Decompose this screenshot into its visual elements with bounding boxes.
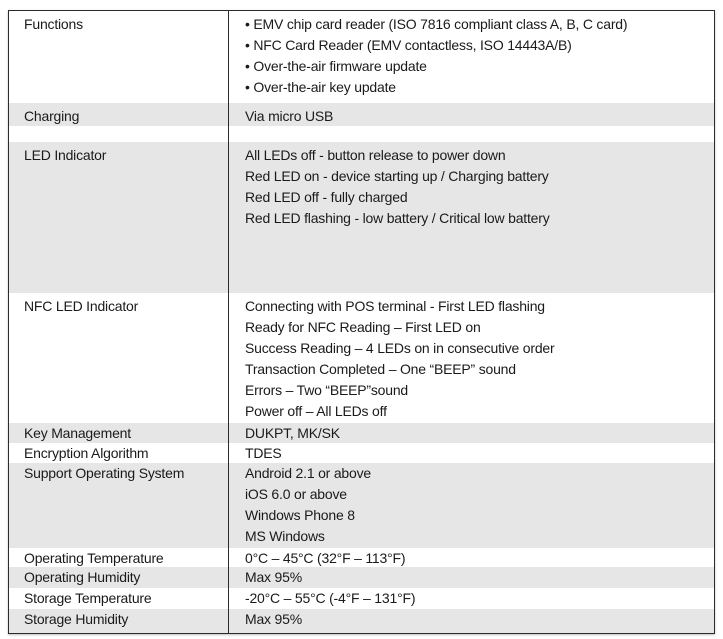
table-row: Operating Humidity Max 95% <box>9 567 714 588</box>
value-line: Ready for NFC Reading – First LED on <box>245 319 481 335</box>
value-line: Connecting with POS terminal - First LED… <box>245 298 545 314</box>
spec-table: Functions • EMV chip card reader (ISO 781… <box>8 10 715 634</box>
value-line: Red LED flashing - low battery / Critica… <box>245 210 550 226</box>
row-value: Max 95% <box>229 567 714 588</box>
value-line: • EMV chip card reader (ISO 7816 complia… <box>245 16 628 32</box>
row-label: Key Management <box>9 423 229 443</box>
value-line: MS Windows <box>245 528 325 544</box>
row-value: -20°C – 55°C (-4°F – 131°F) <box>229 588 714 609</box>
value-line: • Over-the-air key update <box>245 79 396 95</box>
table-row: Operating Temperature 0°C – 45°C (32°F – … <box>9 548 714 567</box>
row-value: TDES <box>229 443 714 463</box>
value-line: iOS 6.0 or above <box>245 486 347 502</box>
value-line: DUKPT, MK/SK <box>245 425 340 441</box>
value-line: 0°C – 45°C (32°F – 113°F) <box>245 550 406 566</box>
row-label: Encryption Algorithm <box>9 443 229 463</box>
value-line: Red LED off - fully charged <box>245 189 408 205</box>
table-row: Storage Temperature -20°C – 55°C (-4°F – … <box>9 588 714 609</box>
row-label: Functions <box>9 11 229 103</box>
value-line: All LEDs off - button release to power d… <box>245 147 506 163</box>
value-line: Via micro USB <box>245 108 334 124</box>
row-value: All LEDs off - button release to power d… <box>229 142 714 293</box>
row-value: DUKPT, MK/SK <box>229 423 714 443</box>
value-line: Power off – All LEDs off <box>245 403 387 419</box>
value-line: Transaction Completed – One “BEEP” sound <box>245 361 516 377</box>
table-row: Encryption Algorithm TDES <box>9 443 714 463</box>
value-line: Max 95% <box>245 611 302 627</box>
value-line: • NFC Card Reader (EMV contactless, ISO … <box>245 37 572 53</box>
table-row: NFC LED Indicator Connecting with POS ter… <box>9 293 714 423</box>
value-line: -20°C – 55°C (-4°F – 131°F) <box>245 590 416 606</box>
row-value: Via micro USB <box>229 103 714 126</box>
row-value: Connecting with POS terminal - First LED… <box>229 293 714 423</box>
row-label: Charging <box>9 103 229 126</box>
table-row: Storage Humidity Max 95% <box>9 609 714 633</box>
row-value: Android 2.1 or above iOS 6.0 or above Wind… <box>229 463 714 548</box>
row-label: Support Operating System <box>9 463 229 548</box>
table-row: Functions • EMV chip card reader (ISO 781… <box>9 11 714 103</box>
value-line: Max 95% <box>245 569 302 585</box>
value-line: • Over-the-air firmware update <box>245 58 427 74</box>
row-label: LED Indicator <box>9 142 229 293</box>
table-row <box>9 126 714 142</box>
value-line: Red LED on - device starting up / Chargi… <box>245 168 549 184</box>
row-label: Operating Humidity <box>9 567 229 588</box>
table-row: Support Operating System Android 2.1 or a… <box>9 463 714 548</box>
table-row: Key Management DUKPT, MK/SK <box>9 423 714 443</box>
row-label: NFC LED Indicator <box>9 293 229 423</box>
row-label: Operating Temperature <box>9 548 229 567</box>
value-line: Windows Phone 8 <box>245 507 355 523</box>
row-value: 0°C – 45°C (32°F – 113°F) <box>229 548 714 567</box>
value-line: Errors – Two “BEEP”sound <box>245 382 409 398</box>
value-line: Success Reading – 4 LEDs on in consecuti… <box>245 340 555 356</box>
row-value <box>229 126 714 142</box>
row-value: Max 95% <box>229 609 714 633</box>
row-label: Storage Temperature <box>9 588 229 609</box>
row-label: Storage Humidity <box>9 609 229 633</box>
row-label <box>9 126 229 142</box>
value-line: TDES <box>245 445 282 461</box>
table-row: Charging Via micro USB <box>9 103 714 126</box>
table-row: LED Indicator All LEDs off - button relea… <box>9 142 714 293</box>
row-value: • EMV chip card reader (ISO 7816 complia… <box>229 11 714 103</box>
value-line: Android 2.1 or above <box>245 465 371 481</box>
